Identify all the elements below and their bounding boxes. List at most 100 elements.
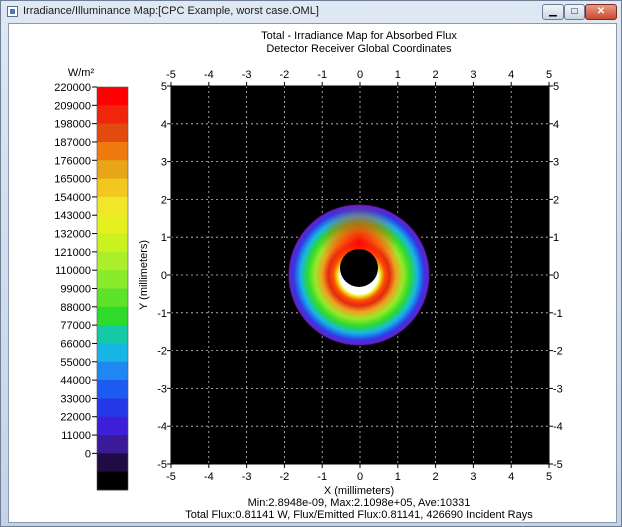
y-tick-label-left: 2 bbox=[161, 194, 167, 206]
ring-hole bbox=[340, 249, 378, 287]
app-icon bbox=[7, 6, 18, 17]
x-tick-label-top: 3 bbox=[470, 69, 476, 81]
maximize-button[interactable]: □ bbox=[564, 4, 585, 20]
colorbar-label: 154000 bbox=[54, 192, 91, 204]
y-tick-label-left: -2 bbox=[157, 346, 167, 358]
colorbar-label: 143000 bbox=[54, 210, 91, 222]
colorbar-swatch bbox=[97, 343, 128, 363]
y-tick-label-left: -4 bbox=[157, 421, 167, 433]
y-tick-label-right: 3 bbox=[553, 157, 559, 169]
y-tick-label-left: 3 bbox=[161, 157, 167, 169]
x-tick-label-bottom: 2 bbox=[433, 471, 439, 483]
colorbar-swatch bbox=[97, 306, 128, 326]
colorbar-swatch bbox=[97, 416, 128, 436]
colorbar-label: 165000 bbox=[54, 174, 91, 186]
stats-line-2: Total Flux:0.81141 W, Flux/Emitted Flux:… bbox=[185, 509, 533, 521]
y-tick-label-right: -5 bbox=[553, 459, 563, 471]
colorbar-swatch bbox=[97, 196, 128, 216]
colorbar-swatch bbox=[97, 141, 128, 161]
y-tick-label-right: 0 bbox=[553, 270, 559, 282]
y-axis-label: Y (millimeters) bbox=[138, 240, 150, 310]
colorbar-label: 187000 bbox=[54, 137, 91, 149]
chart-area: Total - Irradiance Map for Absorbed Flux… bbox=[8, 23, 617, 523]
plot-title: Total - Irradiance Map for Absorbed Flux bbox=[261, 30, 457, 42]
maximize-icon: □ bbox=[571, 6, 578, 17]
y-tick-label-right: 2 bbox=[553, 194, 559, 206]
y-tick-label-left: -1 bbox=[157, 308, 167, 320]
colorbar-label: 132000 bbox=[54, 229, 91, 241]
window-title: Irradiance/Illuminance Map:[CPC Example,… bbox=[23, 5, 319, 17]
x-tick-label-top: -4 bbox=[204, 69, 214, 81]
colorbar-swatch bbox=[97, 87, 128, 106]
x-tick-label-top: 0 bbox=[357, 69, 363, 81]
colorbar-unit: W/m² bbox=[68, 67, 95, 79]
colorbar-swatch bbox=[97, 270, 128, 289]
y-tick-label-left: 5 bbox=[161, 81, 167, 93]
x-tick-label-bottom: 4 bbox=[508, 471, 514, 483]
colorbar-labels: 2200002090001980001870001760001650001540… bbox=[54, 82, 97, 460]
colorbar-swatch bbox=[97, 380, 128, 399]
x-tick-label-bottom: 3 bbox=[470, 471, 476, 483]
y-tick-label-left: 0 bbox=[161, 270, 167, 282]
colorbar-swatch bbox=[97, 471, 128, 491]
y-tick-label-right: 1 bbox=[553, 232, 559, 244]
colorbar-label: 110000 bbox=[55, 265, 91, 277]
colorbar: W/m² 22000020900019800018700017600016500… bbox=[54, 67, 129, 491]
colorbar-swatch bbox=[97, 325, 128, 344]
x-tick-label-bottom: 1 bbox=[395, 471, 401, 483]
x-tick-label-bottom: -1 bbox=[317, 471, 327, 483]
colorbar-label: 77000 bbox=[60, 320, 91, 332]
colorbar-swatch bbox=[97, 215, 128, 234]
colorbar-label: 220000 bbox=[54, 82, 91, 94]
x-axis-label: X (millimeters) bbox=[324, 485, 394, 497]
y-tick-label-right: -4 bbox=[553, 421, 563, 433]
x-tick-label-bottom: -3 bbox=[242, 471, 252, 483]
colorbar-swatch bbox=[97, 435, 128, 454]
close-button[interactable]: ✕ bbox=[585, 4, 617, 20]
x-tick-label-top: 5 bbox=[546, 69, 552, 81]
x-tick-label-top: -2 bbox=[280, 69, 290, 81]
colorbar-swatch bbox=[97, 160, 128, 179]
title-bar[interactable]: Irradiance/Illuminance Map:[CPC Example,… bbox=[1, 1, 621, 23]
x-tick-label-bottom: -5 bbox=[166, 471, 176, 483]
close-icon: ✕ bbox=[596, 6, 606, 17]
x-tick-label-top: 2 bbox=[433, 69, 439, 81]
x-tick-label-bottom: 5 bbox=[546, 471, 552, 483]
colorbar-swatch bbox=[97, 288, 128, 308]
y-tick-label-right: -2 bbox=[553, 346, 563, 358]
colorbar-swatch bbox=[97, 453, 128, 473]
plot-subtitle: Detector Receiver Global Coordinates bbox=[266, 43, 452, 55]
minimize-button[interactable]: ▁ bbox=[542, 4, 564, 20]
colorbar-label: 66000 bbox=[60, 339, 91, 351]
irradiance-ring bbox=[288, 204, 430, 346]
y-tick-label-right: -3 bbox=[553, 383, 563, 395]
colorbar-swatches bbox=[96, 86, 129, 491]
minimize-icon: ▁ bbox=[549, 6, 557, 17]
x-tick-label-top: -3 bbox=[242, 69, 252, 81]
colorbar-swatch bbox=[97, 178, 128, 198]
colorbar-swatch bbox=[97, 233, 128, 253]
colorbar-label: 88000 bbox=[60, 302, 91, 314]
y-tick-label-right: -1 bbox=[553, 308, 563, 320]
colorbar-label: 0 bbox=[85, 448, 91, 460]
colorbar-label: 198000 bbox=[54, 119, 91, 131]
x-tick-label-bottom: -2 bbox=[280, 471, 290, 483]
colorbar-label: 209000 bbox=[54, 100, 91, 112]
colorbar-label: 22000 bbox=[60, 412, 91, 424]
y-tick-label-left: 4 bbox=[161, 119, 167, 131]
colorbar-label: 99000 bbox=[60, 284, 91, 296]
x-tick-label-top: 1 bbox=[395, 69, 401, 81]
x-tick-label-bottom: 0 bbox=[357, 471, 363, 483]
x-tick-label-top: -5 bbox=[166, 69, 176, 81]
colorbar-swatch bbox=[97, 251, 128, 271]
x-tick-label-top: -1 bbox=[317, 69, 327, 81]
grid-lines bbox=[171, 86, 549, 464]
colorbar-label: 33000 bbox=[60, 393, 91, 405]
stats-line-1: Min:2.8948e-09, Max:2.1098e+05, Ave:1033… bbox=[248, 497, 471, 509]
colorbar-swatch bbox=[97, 105, 128, 125]
y-tick-label-right: 4 bbox=[553, 119, 559, 131]
ring-hotspot bbox=[321, 204, 397, 280]
x-tick-label-top: 4 bbox=[508, 69, 514, 81]
